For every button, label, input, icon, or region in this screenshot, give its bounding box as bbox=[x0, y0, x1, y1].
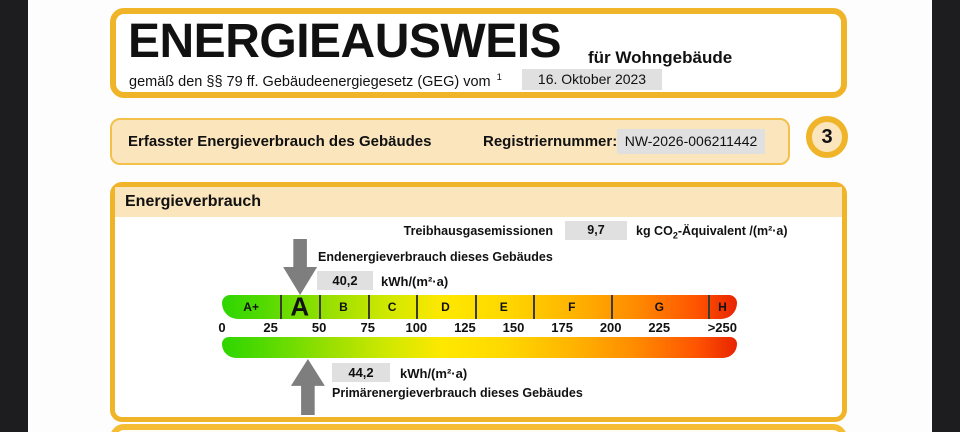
class-divider bbox=[416, 295, 419, 319]
registration-number-value: NW-2026-006211442 bbox=[617, 129, 765, 154]
registration-number-label: Registriernummer: bbox=[483, 133, 618, 150]
primary-energy-value: 44,2 bbox=[332, 363, 390, 382]
class-label-h: H bbox=[718, 300, 727, 314]
section-title: Energieverbrauch bbox=[125, 193, 262, 210]
scale-tick: >250 bbox=[707, 320, 737, 335]
ghg-unit-prefix: kg CO bbox=[636, 224, 673, 238]
class-label-c: C bbox=[387, 300, 397, 314]
scale-tick: 225 bbox=[648, 320, 671, 335]
primary-energy-label: Primärenergieverbrauch dieses Gebäudes bbox=[332, 386, 583, 400]
scale-tick: 0 bbox=[218, 320, 226, 335]
ghg-unit-subscript: 2 bbox=[672, 230, 678, 241]
title-box: ENERGIEAUSWEIS für Wohngebäude gemäß den… bbox=[110, 8, 847, 98]
scale-tick: 200 bbox=[599, 320, 622, 335]
letterbox-left bbox=[0, 0, 28, 432]
geg-date-value: 16. Oktober 2023 bbox=[522, 69, 662, 90]
consumption-section: Energieverbrauch Treibhausgasemissionen … bbox=[110, 182, 847, 422]
law-reference-text: gemäß den §§ 79 ff. Gebäudeenergiegesetz… bbox=[129, 73, 491, 90]
ghg-emissions-unit: kg CO2-Äquivalent /(m²·a) bbox=[636, 224, 788, 241]
class-divider bbox=[280, 295, 283, 319]
scale-tick: 150 bbox=[502, 320, 525, 335]
primary-energy-scale-bar bbox=[222, 337, 737, 358]
document-subtitle: für Wohngebäude bbox=[588, 48, 733, 67]
end-energy-marker-arrow-icon bbox=[283, 239, 318, 295]
scale-tick: 75 bbox=[360, 320, 375, 335]
document-title: ENERGIEAUSWEIS bbox=[128, 15, 562, 68]
page-number-badge: 3 bbox=[806, 116, 848, 158]
class-label-d: D bbox=[441, 300, 450, 314]
scale-ticks: 0 25 50 75 100 125 150 175 200 225 >250 bbox=[218, 320, 737, 335]
ghg-emissions-label: Treibhausgasemissionen bbox=[403, 224, 553, 238]
class-label-a: A bbox=[290, 291, 310, 322]
ghg-emissions-value: 9,7 bbox=[565, 221, 627, 240]
scale-tick: 50 bbox=[311, 320, 327, 335]
scale-tick: 100 bbox=[405, 320, 428, 335]
class-divider bbox=[474, 295, 477, 319]
class-divider bbox=[610, 295, 613, 319]
end-energy-unit: kWh/(m²·a) bbox=[381, 274, 449, 289]
scale-tick: 25 bbox=[263, 320, 278, 335]
registration-strip: Erfasster Energieverbrauch des Gebäudes … bbox=[110, 118, 790, 165]
class-divider bbox=[707, 295, 710, 319]
letterbox-right bbox=[932, 0, 960, 432]
section-label: Erfasster Energieverbrauch des Gebäudes bbox=[128, 133, 432, 150]
class-divider bbox=[367, 295, 370, 319]
footnote-marker: 1 bbox=[496, 72, 502, 83]
class-divider bbox=[319, 295, 322, 319]
class-label-g: G bbox=[654, 300, 664, 314]
end-energy-label: Endenergieverbrauch dieses Gebäudes bbox=[318, 250, 553, 264]
class-label-a+: A+ bbox=[243, 300, 259, 314]
law-reference: gemäß den §§ 79 ff. Gebäudeenergiegesetz… bbox=[129, 72, 502, 90]
class-label-e: E bbox=[499, 300, 508, 314]
end-energy-value: 40,2 bbox=[317, 271, 373, 290]
class-label-b: B bbox=[339, 300, 348, 314]
scale-tick: 175 bbox=[551, 320, 573, 335]
primary-energy-unit: kWh/(m²·a) bbox=[400, 366, 468, 381]
primary-energy-marker-arrow-icon bbox=[290, 359, 325, 415]
section-header-band: Energieverbrauch bbox=[115, 187, 842, 217]
scale-tick: 125 bbox=[454, 320, 476, 335]
energy-scale-bar: A+ A B C D E F G H bbox=[222, 292, 737, 322]
next-section-top-edge bbox=[110, 424, 847, 432]
class-label-f: F bbox=[568, 300, 576, 314]
ghg-unit-suffix: -Äquivalent /(m²·a) bbox=[677, 224, 788, 238]
class-divider bbox=[532, 295, 535, 319]
